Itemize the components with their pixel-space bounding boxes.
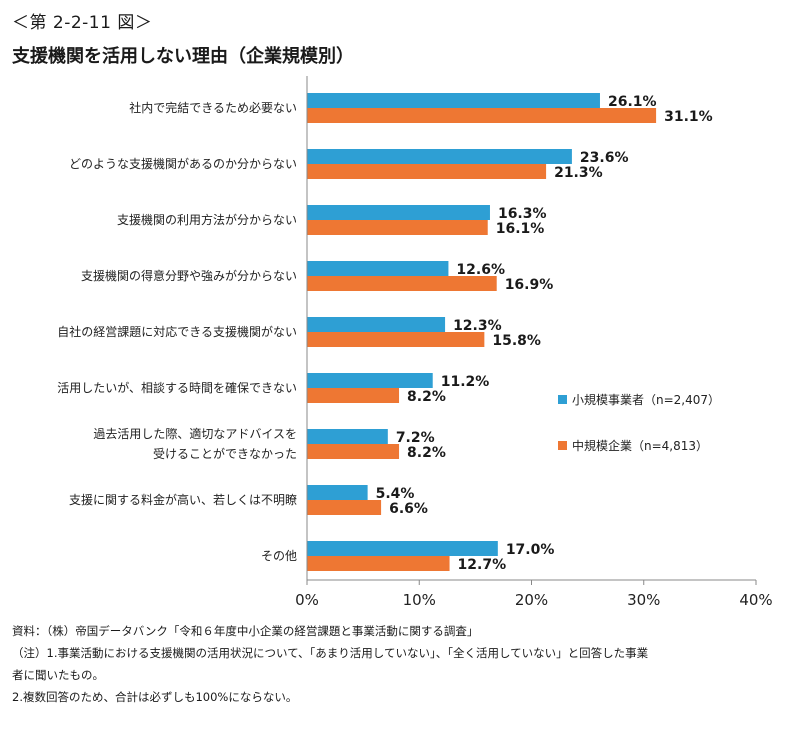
bar xyxy=(307,205,490,220)
data-label: 12.7% xyxy=(458,557,507,573)
category-label: 自社の経営課題に対応できる支援機関がない xyxy=(57,324,297,339)
data-label: 21.3% xyxy=(554,165,603,181)
category-label: 活用したいが、相談する時間を確保できない xyxy=(57,380,297,395)
x-tick-label: 0% xyxy=(295,591,319,609)
bar xyxy=(307,108,657,123)
data-label: 23.6% xyxy=(580,150,629,166)
bar xyxy=(307,444,400,459)
data-label: 16.3% xyxy=(498,206,547,222)
bar xyxy=(307,500,382,515)
legend-swatch xyxy=(558,395,567,404)
bar xyxy=(307,541,498,556)
category-label: どのような支援機関があるのか分からない xyxy=(69,156,297,171)
category-label: 支援に関する料金が高い、若しくは不明瞭 xyxy=(69,492,297,507)
data-label: 8.2% xyxy=(407,389,446,405)
note-2: 2.複数回答のため、合計は必ずしも100%にならない。 xyxy=(12,690,298,704)
legend-swatch xyxy=(558,441,567,450)
bar xyxy=(307,276,497,291)
bar xyxy=(307,93,600,108)
data-label: 15.8% xyxy=(492,333,541,349)
data-label: 16.1% xyxy=(496,221,545,237)
x-tick-label: 10% xyxy=(403,591,436,609)
data-label: 31.1% xyxy=(664,109,713,125)
data-label: 12.3% xyxy=(453,318,502,334)
bar xyxy=(307,220,488,235)
data-label: 26.1% xyxy=(608,94,657,110)
notes: 資料：（株）帝国データバンク「令和６年度中小企業の経営課題と事業活動に関する調査… xyxy=(12,620,792,708)
data-label: 8.2% xyxy=(407,445,446,461)
note-1: （注）1.事業活動における支援機関の活用状況について、「あまり活用していない」、… xyxy=(12,646,649,660)
source-note: 資料：（株）帝国データバンク「令和６年度中小企業の経営課題と事業活動に関する調査… xyxy=(12,624,479,638)
data-label: 5.4% xyxy=(376,486,415,502)
bar xyxy=(307,485,368,500)
category-label: 社内で完結できるため必要ない xyxy=(129,100,297,115)
chart-title: 支援機関を活用しない理由（企業規模別） xyxy=(12,46,354,67)
data-label: 12.6% xyxy=(456,262,505,278)
bar xyxy=(307,388,400,403)
bar xyxy=(307,317,446,332)
category-label: 受けることができなかった xyxy=(153,446,297,461)
data-label: 7.2% xyxy=(396,430,435,446)
category-label: 過去活用した際、適切なアドバイスを xyxy=(93,426,297,441)
category-label: その他 xyxy=(261,549,297,563)
data-label: 6.6% xyxy=(389,501,428,517)
bar xyxy=(307,429,388,444)
legend-label: 小規模事業者（n=2,407） xyxy=(572,392,720,407)
note-1-cont: 者に聞いたもの。 xyxy=(12,668,104,682)
x-tick-label: 40% xyxy=(739,591,772,609)
bar xyxy=(307,149,572,164)
bar xyxy=(307,556,450,571)
bar xyxy=(307,164,547,179)
data-label: 11.2% xyxy=(441,374,490,390)
category-label: 支援機関の得意分野や強みが分からない xyxy=(81,268,297,283)
figure-number: ＜第 2-2-11 図＞ xyxy=(12,13,153,33)
x-tick-label: 30% xyxy=(627,591,660,609)
category-label: 支援機関の利用方法が分からない xyxy=(117,212,297,227)
bar xyxy=(307,261,449,276)
bar xyxy=(307,332,485,347)
legend-label: 中規模企業（n=4,813） xyxy=(572,438,708,453)
data-label: 16.9% xyxy=(505,277,554,293)
x-tick-label: 20% xyxy=(515,591,548,609)
data-label: 17.0% xyxy=(506,542,555,558)
bar xyxy=(307,373,433,388)
